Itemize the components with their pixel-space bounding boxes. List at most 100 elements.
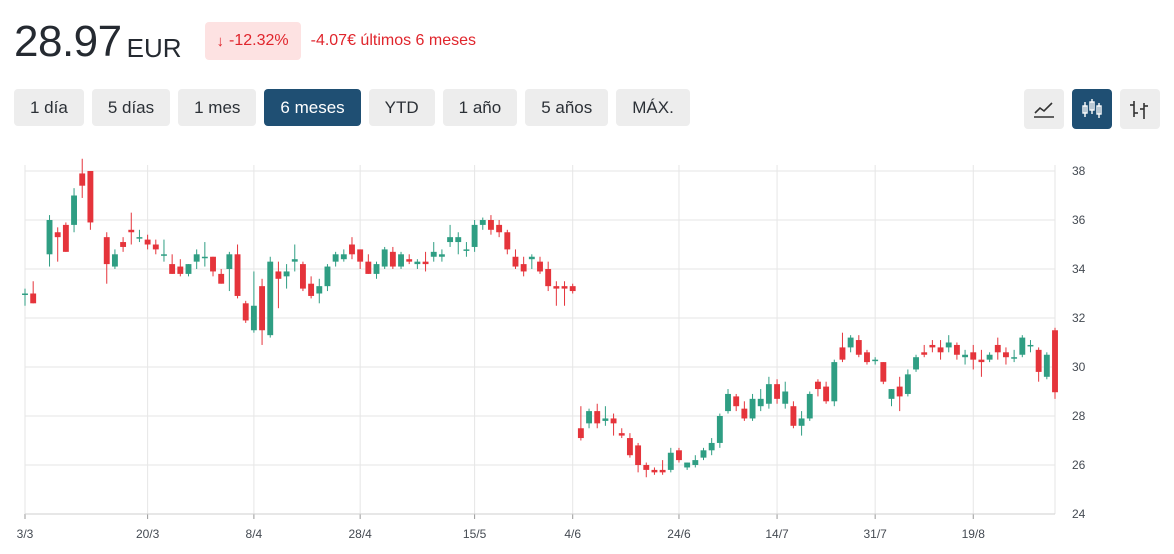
- candle[interactable]: [790, 401, 797, 429]
- range-button-1d[interactable]: 1 día: [14, 89, 84, 126]
- candle[interactable]: [741, 401, 748, 421]
- candle[interactable]: [422, 251, 429, 272]
- candle[interactable]: [725, 389, 731, 414]
- candle[interactable]: [847, 335, 854, 353]
- candle[interactable]: [357, 249, 364, 269]
- candle[interactable]: [667, 447, 674, 473]
- candle[interactable]: [929, 340, 936, 353]
- candle[interactable]: [684, 462, 691, 470]
- candle[interactable]: [177, 259, 184, 277]
- candle[interactable]: [438, 249, 445, 262]
- candle[interactable]: [22, 288, 28, 306]
- candle[interactable]: [463, 242, 470, 257]
- candle[interactable]: [823, 381, 830, 404]
- candle[interactable]: [610, 413, 617, 436]
- candle[interactable]: [234, 244, 241, 299]
- candle[interactable]: [201, 242, 208, 267]
- range-button-6m[interactable]: 6 meses: [264, 89, 361, 126]
- range-button-max[interactable]: MÁX.: [616, 89, 690, 126]
- candle[interactable]: [340, 249, 347, 262]
- candle[interactable]: [814, 379, 821, 397]
- candle[interactable]: [430, 242, 437, 262]
- range-button-5d[interactable]: 5 días: [91, 89, 171, 126]
- candle[interactable]: [128, 212, 135, 245]
- candle[interactable]: [479, 217, 486, 230]
- candle[interactable]: [569, 283, 576, 294]
- candle[interactable]: [496, 220, 503, 238]
- candle[interactable]: [332, 251, 339, 267]
- candle[interactable]: [210, 256, 216, 277]
- candle[interactable]: [144, 234, 151, 250]
- candle[interactable]: [1027, 340, 1034, 353]
- line-chart-button[interactable]: [1024, 89, 1064, 129]
- candle[interactable]: [700, 447, 707, 461]
- candle[interactable]: [594, 403, 601, 429]
- candle[interactable]: [308, 276, 315, 299]
- candle[interactable]: [749, 393, 756, 421]
- candle[interactable]: [659, 460, 666, 475]
- candle[interactable]: [520, 256, 527, 277]
- candle[interactable]: [447, 224, 454, 247]
- candle[interactable]: [406, 254, 413, 265]
- candle[interactable]: [193, 249, 200, 269]
- candle[interactable]: [275, 261, 282, 309]
- candle[interactable]: [586, 408, 592, 429]
- candle[interactable]: [692, 455, 699, 468]
- candle[interactable]: [316, 278, 323, 304]
- candle[interactable]: [994, 337, 1001, 360]
- candle[interactable]: [373, 261, 380, 279]
- candle[interactable]: [54, 227, 61, 262]
- candle[interactable]: [945, 335, 952, 353]
- candle[interactable]: [733, 393, 740, 412]
- candle[interactable]: [414, 259, 421, 269]
- candle[interactable]: [537, 256, 543, 274]
- candle[interactable]: [962, 349, 969, 365]
- candle[interactable]: [79, 158, 86, 198]
- candle[interactable]: [46, 215, 53, 267]
- candlestick-chart[interactable]: 24 26 28 30 32 34 36 38 3/3 20/3 8/4 28/4 15/5 4/6 24/…: [0, 150, 1174, 554]
- candle[interactable]: [226, 251, 233, 292]
- candle[interactable]: [1019, 335, 1026, 358]
- candle[interactable]: [381, 246, 388, 269]
- candle[interactable]: [30, 281, 37, 304]
- candle[interactable]: [111, 249, 118, 269]
- candle[interactable]: [488, 215, 494, 235]
- candle[interactable]: [1052, 327, 1058, 399]
- candle[interactable]: [896, 376, 903, 412]
- range-button-5y[interactable]: 5 años: [525, 89, 609, 126]
- candle[interactable]: [676, 447, 682, 463]
- candle[interactable]: [986, 352, 993, 363]
- candle[interactable]: [62, 222, 69, 252]
- candle[interactable]: [185, 264, 192, 277]
- candle[interactable]: [774, 379, 781, 404]
- candle[interactable]: [1003, 347, 1009, 365]
- candle[interactable]: [389, 246, 396, 269]
- candle[interactable]: [1011, 349, 1018, 363]
- candle[interactable]: [71, 188, 77, 233]
- range-button-1y[interactable]: 1 año: [442, 89, 518, 126]
- candle[interactable]: [242, 300, 249, 323]
- candle[interactable]: [365, 254, 372, 274]
- candle[interactable]: [872, 357, 879, 365]
- candlestick-chart-button[interactable]: [1072, 89, 1112, 129]
- candle[interactable]: [864, 349, 870, 365]
- candle[interactable]: [651, 467, 658, 475]
- candle[interactable]: [504, 229, 511, 255]
- candle[interactable]: [839, 332, 846, 363]
- candle[interactable]: [782, 381, 789, 409]
- candle[interactable]: [349, 237, 355, 260]
- candle[interactable]: [267, 256, 274, 338]
- candle[interactable]: [831, 359, 838, 407]
- candle[interactable]: [152, 239, 159, 255]
- candle[interactable]: [913, 354, 919, 372]
- candle[interactable]: [806, 391, 813, 421]
- candle[interactable]: [577, 406, 584, 441]
- candle[interactable]: [904, 369, 911, 397]
- candle[interactable]: [545, 261, 552, 292]
- candle[interactable]: [626, 433, 633, 458]
- candle[interactable]: [798, 411, 805, 436]
- candle[interactable]: [978, 349, 985, 377]
- candle[interactable]: [855, 335, 862, 358]
- candle[interactable]: [888, 389, 895, 407]
- candle[interactable]: [512, 249, 519, 269]
